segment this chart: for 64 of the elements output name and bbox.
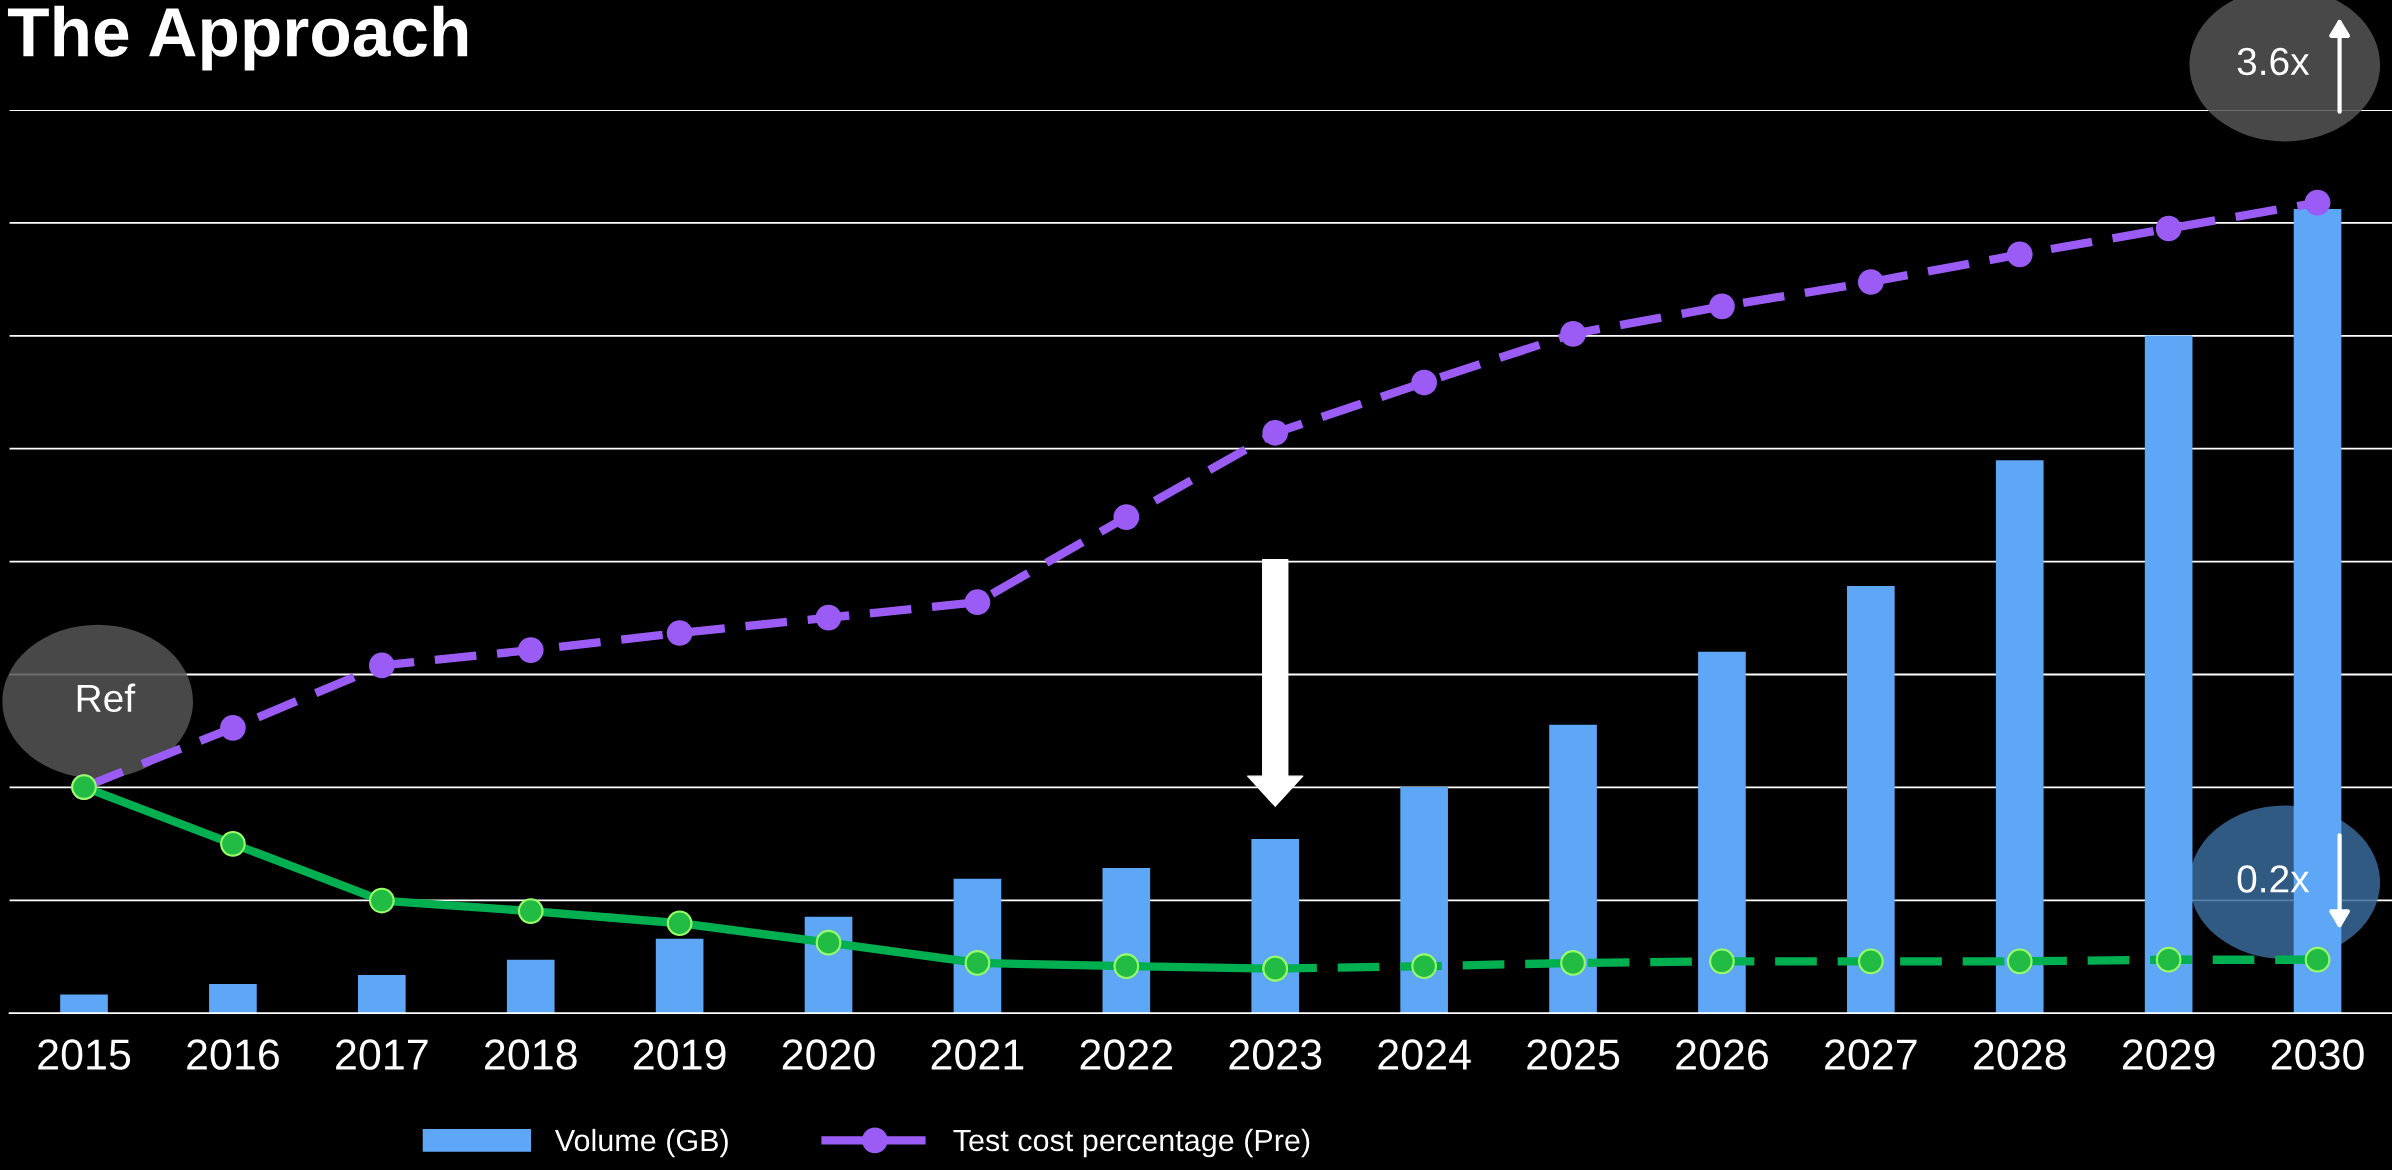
point [1560,321,1586,347]
x-tick-label: 2030 [2271,1039,2364,1070]
point [1858,269,1884,295]
point [368,652,395,679]
point [2006,241,2033,268]
annotation: Ref [77,683,136,713]
point [2304,189,2331,216]
point [964,589,991,616]
x-tick-label: 2019 [633,1039,726,1070]
point [2006,948,2033,975]
x-tick-label: 2028 [1974,1039,2066,1070]
point [1560,950,1586,976]
point [368,887,395,914]
point [1113,953,1140,980]
point [2155,215,2182,242]
bar [2144,335,2193,1014]
point [1113,504,1140,530]
point [1262,419,1289,446]
point [1858,948,1884,975]
x-tick-label: 2024 [1378,1039,1471,1070]
chart-title: The Approach [7,5,468,71]
point [2304,946,2331,973]
legend-label: Test cost percentage (Pre) [953,1128,1310,1158]
point [517,637,544,663]
point [1411,369,1437,396]
point [1411,953,1437,980]
x-tick-label: 2022 [1080,1039,1173,1070]
bar [1549,724,1597,1014]
bar [655,938,704,1014]
bar [1102,868,1151,1014]
bar [209,984,257,1014]
x-tick-label: 2017 [336,1039,428,1070]
x-tick-label: 2021 [931,1039,1024,1070]
point [517,898,544,924]
point [666,620,693,646]
x-tick-label: 2026 [1676,1039,1768,1070]
bar [1251,838,1300,1014]
bar [1400,787,1448,1014]
bar [1995,460,2044,1014]
point [2155,946,2182,973]
point [815,604,842,631]
bar [60,994,108,1014]
bar [1698,651,1746,1014]
x-tick-label: 2029 [2122,1039,2215,1070]
text: 3.6x [2237,47,2310,76]
x-tick-label: 2018 [485,1039,577,1070]
x-tick-label: 2016 [187,1039,279,1070]
legend-label: Volume (GB) [554,1128,728,1158]
x-tick-label: 2027 [1825,1039,1917,1070]
point [220,830,246,857]
bar [358,975,406,1014]
point [1709,948,1735,975]
bar [506,959,555,1014]
point [1262,955,1289,982]
x-tick-label: 2023 [1229,1039,1322,1070]
x-tick-label: 2015 [38,1039,131,1070]
bar [1847,586,1895,1014]
point [815,929,842,956]
x-tick-label: 2020 [782,1039,875,1070]
point [1709,293,1735,320]
point [666,910,693,937]
point [964,950,991,976]
x-tick-label: 2025 [1527,1039,1620,1070]
point [220,715,246,741]
